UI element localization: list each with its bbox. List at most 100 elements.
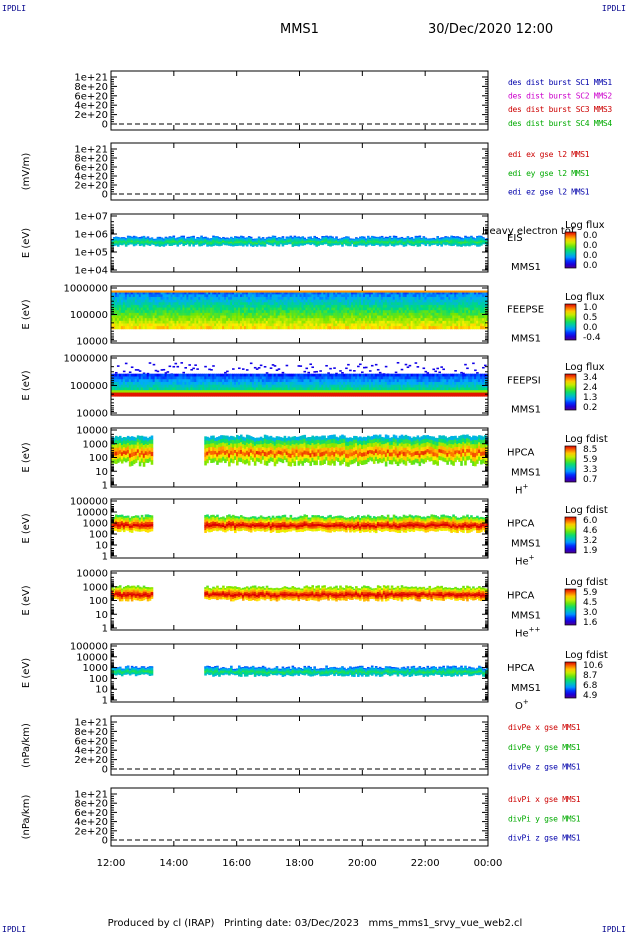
y-axis-title: E (eV) [21, 442, 32, 472]
y-tick-label: 10000 [76, 569, 108, 580]
panel-4: 1000000 100000 10000 E (eV) FEEPSI MMS1 Log fl… [21, 354, 605, 420]
colorbar-tick: 3.0 [583, 608, 598, 618]
legend-entry: des dist burst SC1 MMS1 [508, 78, 612, 87]
colorbar-tick: 8.5 [583, 445, 597, 455]
colorbar-title: Log fdist [565, 650, 608, 661]
y-tick-label: 10 [95, 685, 108, 696]
colorbar-tick: 0.0 [583, 251, 598, 261]
legend-entry: des dist burst SC3 MMS3 [508, 105, 612, 114]
x-tick-label: 16:00 [222, 858, 251, 869]
colorbar-tick: 0.0 [583, 323, 598, 333]
species-label: H+ [515, 483, 529, 497]
colorbar-tick: 4.6 [583, 526, 598, 536]
colorbar-tick: 0.0 [583, 241, 598, 251]
legend-entry: edi ex gse l2 MMS1 [508, 150, 590, 159]
spacecraft-label: MMS1 [511, 683, 541, 694]
y-tick-label: 10000 [76, 409, 108, 420]
corner-label-tr: IPDLI [601, 4, 626, 13]
y-tick-label: 8e+20 [74, 799, 108, 810]
panel-frame [110, 787, 489, 847]
colorbar-tick: 3.3 [583, 465, 597, 475]
species-charge: + [523, 483, 529, 491]
colorbar-tick: 4.9 [583, 691, 598, 701]
y-tick-label: 10000 [76, 508, 108, 519]
y-tick-label: 1000000 [63, 354, 108, 365]
footer-credit: Produced by cl (IRAP) Printing date: 03/… [107, 918, 523, 929]
x-tick-label: 18:00 [285, 858, 314, 869]
colorbar-tick: 8.7 [583, 671, 597, 681]
y-tick-label: 8e+20 [74, 727, 108, 738]
y-tick-label: 6e+20 [74, 163, 108, 174]
colorbar-title: Log fdist [565, 434, 608, 445]
y-tick-label: 4e+20 [74, 172, 108, 183]
spacecraft-label: MMS1 [511, 468, 541, 479]
y-tick-label: 4e+20 [74, 746, 108, 757]
date-title: 30/Dec/2020 12:00 [428, 22, 554, 37]
y-tick-label: 4e+20 [74, 101, 108, 112]
colorbar-title: Log fdist [565, 505, 608, 516]
y-tick-label: 1000 [83, 663, 108, 674]
y-tick-label: 100 [89, 530, 108, 541]
y-tick-label: 100 [89, 674, 108, 685]
y-axis-title: (nPa/km) [21, 723, 32, 768]
y-tick-label: 1000 [83, 582, 108, 593]
x-tick-label: 20:00 [348, 858, 377, 869]
y-tick-label: 1000 [83, 519, 108, 530]
y-tick-label: 10000 [76, 337, 108, 348]
y-tick-label: 2e+20 [74, 110, 108, 121]
colorbar-tick: 2.4 [583, 383, 598, 393]
colorbar [564, 303, 577, 341]
colorbar-tick: 0.0 [583, 231, 598, 241]
legend-entry: divPi z gse MMS1 [508, 834, 581, 843]
legend-entry: edi ey gse l2 MMS1 [508, 169, 590, 178]
y-tick-label: 10 [95, 610, 108, 621]
colorbar-tick: 3.4 [583, 373, 598, 383]
panel-frame [110, 142, 489, 201]
y-tick-label: 8e+20 [74, 154, 108, 165]
x-tick-label: 00:00 [474, 858, 503, 869]
y-axis-title: E (eV) [21, 228, 32, 258]
y-tick-label: 1e+05 [74, 248, 108, 259]
mission-title: MMS1 [280, 22, 319, 37]
y-tick-label: 100000 [70, 497, 108, 508]
y-tick-label: 1 [102, 481, 108, 492]
y-tick-label: 1e+21 [74, 73, 108, 84]
y-tick-label: 0 [102, 120, 108, 131]
y-axis-title: E (eV) [21, 513, 32, 543]
colorbar-tick: 0.0 [583, 261, 598, 271]
legend-entry: des dist burst SC2 MMS2 [508, 92, 612, 101]
y-tick-label: 1 [102, 552, 108, 563]
colorbar-tick: 1.6 [583, 618, 598, 628]
x-tick-label: 12:00 [97, 858, 126, 869]
y-tick-label: 100 [89, 453, 108, 464]
panel-frame [110, 715, 489, 776]
colorbar-title: Log flux [565, 292, 605, 303]
y-tick-label: 10 [95, 541, 108, 552]
x-tick-label: 14:00 [159, 858, 188, 869]
y-tick-label: 2e+20 [74, 181, 108, 192]
legend-entry: divPi x gse MMS1 [508, 795, 581, 804]
y-tick-label: 10000 [76, 652, 108, 663]
y-axis-title: E (eV) [21, 370, 32, 400]
colorbar-tick: 0.2 [583, 403, 597, 413]
colorbar-tick: -0.4 [583, 333, 601, 343]
corner-label-tl: IPDLI [2, 4, 27, 13]
species-label: O+ [515, 698, 529, 712]
colorbar-title: Log fdist [565, 577, 608, 588]
colorbar-tick: 0.7 [583, 475, 597, 485]
panel-7: 10000 1000 100 10 1 E (eV) HPCA MMS1 He++ Log fdi… [21, 569, 608, 640]
colorbar [564, 516, 577, 554]
panel-frame [110, 70, 489, 131]
y-tick-label: 10 [95, 467, 108, 478]
y-tick-label: 1000000 [63, 284, 108, 295]
instrument-label: HPCA [507, 519, 535, 530]
colorbar-tick: 5.9 [583, 588, 598, 598]
y-tick-label: 2e+20 [74, 826, 108, 837]
species-charge: + [523, 698, 529, 706]
y-tick-label: 1e+07 [74, 212, 108, 223]
panel-5: 10000 1000 100 10 1 E (eV) HPCA MMS1 H+ Log fdist… [21, 426, 608, 497]
